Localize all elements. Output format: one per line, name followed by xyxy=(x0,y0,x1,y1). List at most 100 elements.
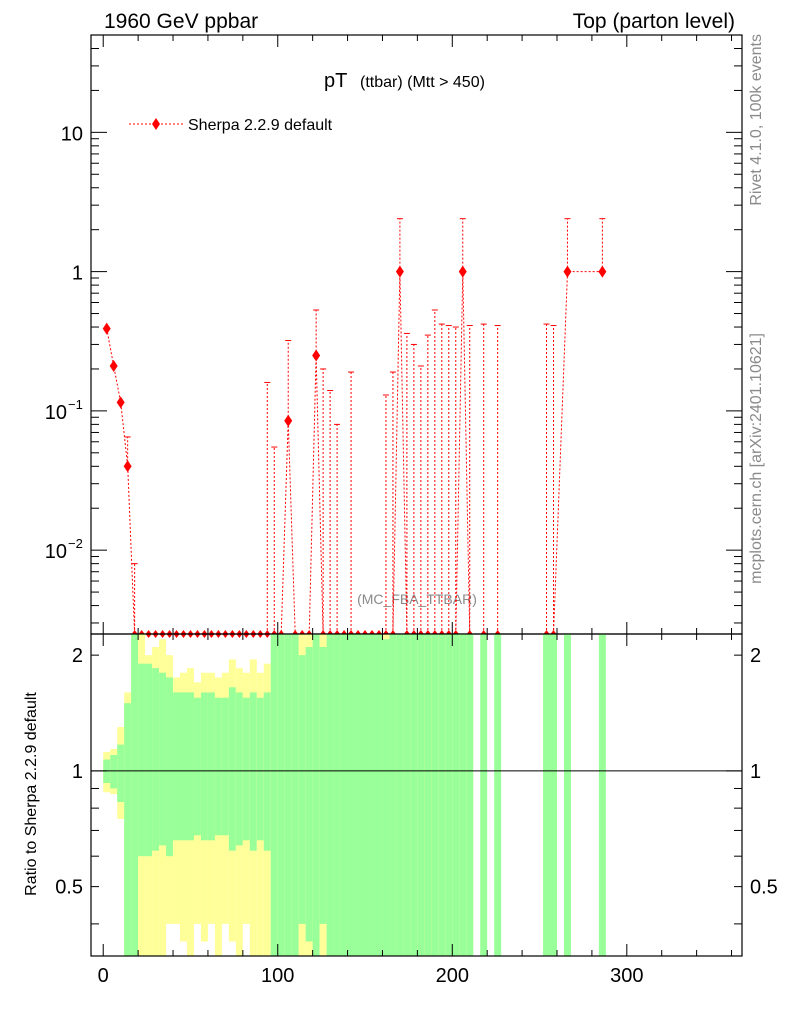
ratio-band-green xyxy=(277,634,285,956)
ratio-y-tick-label-right: 2 xyxy=(750,645,761,667)
ratio-panel: 0.5 0.5 1 1 2 2 0 100 200 300 Ratio to Sherpa 2.2… xyxy=(23,633,778,987)
ratio-y-tick-label-right: 1 xyxy=(750,761,761,783)
ratio-band-green xyxy=(494,634,502,956)
ratio-ylabel: Ratio to Sherpa 2.2.9 default xyxy=(23,692,40,896)
ratio-band-green xyxy=(389,634,397,956)
data-point xyxy=(563,265,572,278)
ratio-y-tick-label: 0.5 xyxy=(55,877,83,899)
data-point xyxy=(123,460,132,473)
data-point xyxy=(312,349,321,362)
y-tick-label-exponent: −2 xyxy=(68,536,83,551)
ratio-band-green xyxy=(396,634,404,956)
ratio-band-green xyxy=(214,697,222,836)
ratio-y-tick-label: 1 xyxy=(72,761,83,783)
ratio-band-green xyxy=(466,634,474,956)
y-tick-label: 10 xyxy=(61,123,83,145)
ratio-band-green xyxy=(249,692,257,851)
ratio-band-green xyxy=(382,639,390,956)
ratio-band-green xyxy=(410,634,418,956)
header-right: Top (parton level) xyxy=(573,10,735,33)
ratio-band-green xyxy=(138,663,146,857)
legend-label: Sherpa 2.2.9 default xyxy=(188,117,333,134)
data-point xyxy=(284,414,293,427)
ratio-band-green xyxy=(152,668,160,851)
main-panel: pT (ttbar) (Mtt > 450) (MC_FBA_TTBAR) 10… xyxy=(45,34,743,638)
ratio-band-green xyxy=(459,634,467,956)
ratio-axes: 0.5 0.5 1 1 2 2 0 100 200 300 xyxy=(55,633,778,987)
ratio-band-green xyxy=(166,677,174,857)
ratio-band-green xyxy=(117,744,125,802)
ratio-band-green xyxy=(180,692,187,841)
ratio-band-green xyxy=(543,634,557,956)
ratio-band-green xyxy=(193,697,201,836)
ratio-band-green xyxy=(340,634,348,956)
legend: Sherpa 2.2.9 default xyxy=(129,117,333,134)
y-tick-label: 1 xyxy=(72,263,83,285)
watermark: (MC_FBA_TTBAR) xyxy=(357,591,477,607)
data-point xyxy=(395,265,404,278)
ratio-band-green xyxy=(207,692,215,841)
legend-marker xyxy=(152,118,160,130)
data-point xyxy=(458,265,467,278)
ratio-y-tick-label: 2 xyxy=(72,645,83,667)
ratio-band-green xyxy=(368,634,376,956)
ratio-band-green xyxy=(598,634,606,956)
ratio-band-green xyxy=(145,663,153,857)
ratio-band-green xyxy=(256,697,264,841)
ratio-band-green xyxy=(305,646,313,942)
y-tick-label: 10 xyxy=(45,402,67,424)
ratio-band-green xyxy=(563,634,571,956)
x-tick-label: 300 xyxy=(610,965,643,987)
x-tick-label: 100 xyxy=(261,965,294,987)
series-line xyxy=(106,271,603,635)
ratio-band-green xyxy=(173,692,181,841)
ratio-band-green xyxy=(347,634,355,956)
ratio-band-green xyxy=(319,646,327,924)
data-point xyxy=(116,396,125,409)
header-left: 1960 GeV ppbar xyxy=(104,10,258,33)
data-point xyxy=(102,322,111,335)
ratio-band-green xyxy=(159,672,167,846)
ratio-band-green xyxy=(110,754,118,789)
ratio-band-green xyxy=(221,697,229,836)
ratio-band-green xyxy=(438,634,446,956)
ratio-band-green xyxy=(361,634,369,956)
data-point xyxy=(598,265,607,278)
ratio-band-green xyxy=(291,634,299,956)
x-tick-label: 200 xyxy=(436,965,469,987)
ratio-band-green xyxy=(186,692,194,841)
ratio-bands xyxy=(91,634,742,956)
mcplots-label: mcplots.cern.ch [arXiv:2401.10621] xyxy=(748,333,765,584)
ratio-band-green xyxy=(452,634,460,956)
x-tick-label: 0 xyxy=(98,965,109,987)
main-data-marks xyxy=(102,218,607,638)
ratio-band-green xyxy=(228,687,236,851)
ratio-band-green xyxy=(263,692,271,851)
ratio-band-green xyxy=(235,692,243,846)
ratio-band-green xyxy=(417,634,425,956)
ratio-band-green xyxy=(403,634,411,956)
rivet-label: Rivet 4.1.0, 100k events xyxy=(748,34,765,206)
ratio-band-green xyxy=(431,634,439,956)
ratio-band-green xyxy=(480,634,488,956)
chart-title: pT xyxy=(324,70,347,92)
ratio-band-green xyxy=(424,634,432,956)
ratio-band-green xyxy=(375,634,383,956)
ratio-band-green xyxy=(333,634,341,956)
ratio-band-green xyxy=(270,634,278,956)
ratio-band-green xyxy=(200,692,208,841)
axes-frame xyxy=(90,633,743,957)
chart-title-sub: (ttbar) (Mtt > 450) xyxy=(360,74,485,91)
y-tick-label: 10 xyxy=(45,541,67,563)
y-tick-label-exponent: −1 xyxy=(68,397,83,412)
ratio-y-tick-label-right: 0.5 xyxy=(750,877,778,899)
ratio-band-green xyxy=(242,697,250,841)
ratio-band-green xyxy=(354,634,362,956)
ratio-band-green xyxy=(312,634,320,956)
ratio-band-green xyxy=(131,634,139,956)
ratio-band-green xyxy=(445,634,453,956)
ratio-band-green xyxy=(284,634,292,956)
ratio-band-green xyxy=(124,703,132,956)
data-point xyxy=(109,360,118,373)
